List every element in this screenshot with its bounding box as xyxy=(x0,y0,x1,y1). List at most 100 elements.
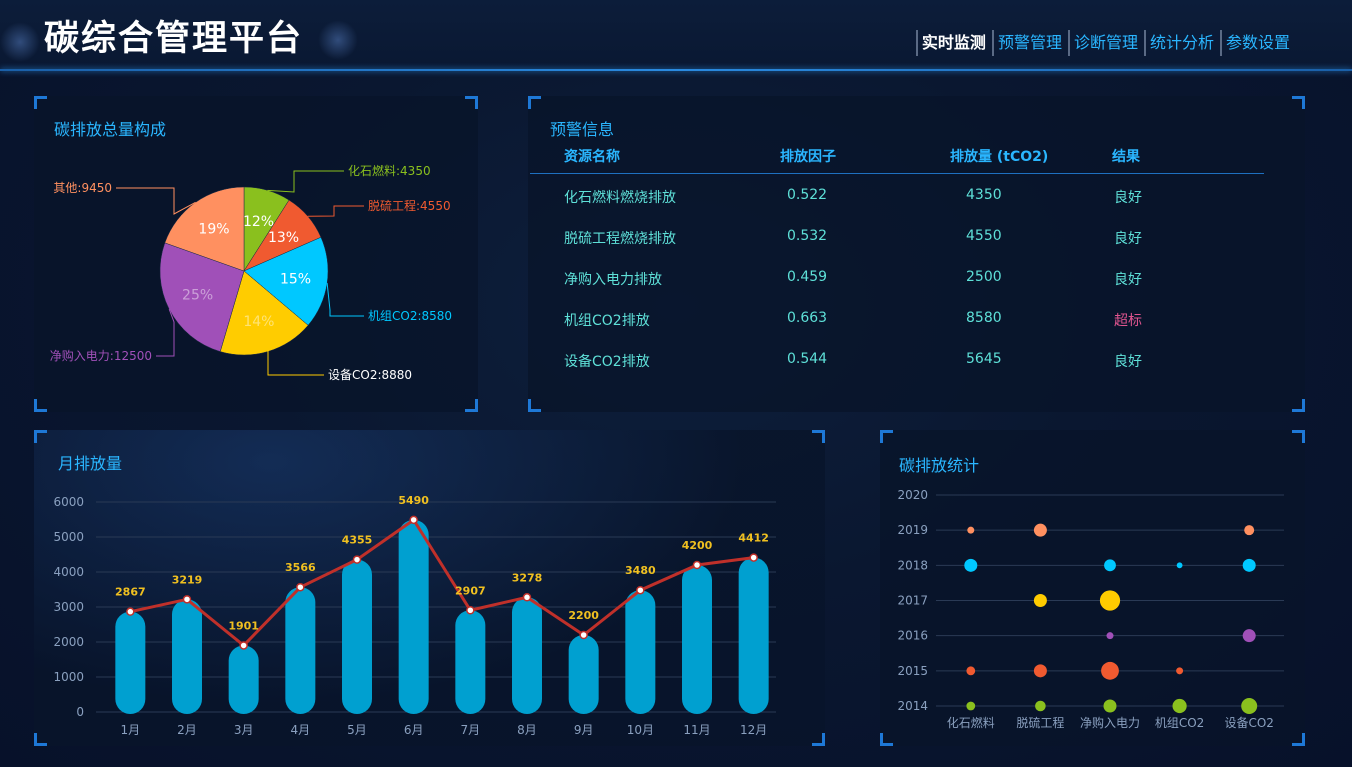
leader-line xyxy=(156,308,175,357)
x-tick-label: 净购入电力 xyxy=(1080,715,1140,730)
y-tick-label: 2015 xyxy=(897,664,928,678)
panel-title: 碳排放统计 xyxy=(899,456,980,475)
nav-item-realtime[interactable]: 实时监测 xyxy=(915,30,990,56)
data-label: 2867 xyxy=(115,586,146,599)
scatter-point xyxy=(1033,523,1047,537)
line-point xyxy=(749,553,758,562)
pie-slice xyxy=(159,242,245,352)
cell-result: 良好 xyxy=(1114,231,1142,247)
nav-item-statistics[interactable]: 统计分析 xyxy=(1143,30,1218,56)
scatter-point xyxy=(1099,590,1121,611)
data-label: 2907 xyxy=(455,584,486,597)
data-label: 3480 xyxy=(625,564,656,577)
line-point xyxy=(182,595,192,604)
x-tick-label: 8月 xyxy=(517,723,537,737)
cell-amount: 5645 xyxy=(966,351,1002,367)
corner-decoration xyxy=(1292,96,1305,109)
panel-title: 月排放量 xyxy=(58,454,123,473)
x-tick-label: 11月 xyxy=(683,723,710,737)
bar xyxy=(738,557,769,714)
leader-line xyxy=(267,170,344,193)
series-line xyxy=(130,517,754,648)
bar xyxy=(342,559,372,714)
slice-percent-label: 14% xyxy=(243,314,274,330)
cell-resource-name: 机组CO2排放 xyxy=(564,313,650,329)
line-point xyxy=(692,560,702,570)
scatter-point xyxy=(966,701,976,711)
scatter-chart: 2014 2015 2016 2017 2018 2019 2020 化石燃料 脱硫工程 净购入电… xyxy=(897,488,1284,730)
scatter-point xyxy=(1101,661,1119,680)
data-label: 3278 xyxy=(512,571,543,584)
nav-item-diagnosis[interactable]: 诊断管理 xyxy=(1067,30,1142,56)
line-point xyxy=(466,606,475,615)
cell-amount: 4350 xyxy=(966,187,1002,203)
scatter-point xyxy=(964,558,978,572)
corner-decoration xyxy=(812,733,825,746)
header-divider xyxy=(530,173,1264,174)
scatter-point xyxy=(1241,698,1258,714)
page-title: 碳综合管理平台 xyxy=(44,19,304,59)
leader-line xyxy=(116,187,196,215)
data-label: 4412 xyxy=(738,532,769,545)
bar xyxy=(568,635,599,714)
line-point xyxy=(296,582,305,592)
scatter-point xyxy=(1176,667,1184,675)
scatter-point xyxy=(1244,525,1255,536)
slice-label: 化石燃料:4350 xyxy=(348,163,431,178)
x-tick-label: 脱硫工程 xyxy=(1016,715,1064,730)
nav-item-warning[interactable]: 预警管理 xyxy=(991,30,1066,56)
cell-amount: 2500 xyxy=(966,269,1002,285)
corner-decoration xyxy=(34,96,47,109)
corner-decoration xyxy=(465,399,478,412)
corner-decoration xyxy=(1292,399,1305,412)
y-tick-label: 2016 xyxy=(897,629,928,643)
corner-decoration xyxy=(528,399,541,412)
data-label: 3566 xyxy=(285,561,316,574)
data-label: 4200 xyxy=(682,539,713,552)
corner-decoration xyxy=(528,96,541,109)
panel-title: 预警信息 xyxy=(550,120,615,139)
corner-decoration xyxy=(34,733,47,746)
slice-label: 设备CO2:8880 xyxy=(328,368,412,382)
scatter-point xyxy=(1104,559,1116,572)
corner-decoration xyxy=(880,430,893,443)
cell-factor: 0.459 xyxy=(787,269,828,285)
x-tick-label: 3月 xyxy=(234,723,254,737)
corner-decoration xyxy=(465,96,478,109)
line-point xyxy=(409,515,418,525)
slice-label: 其他:9450 xyxy=(53,181,112,195)
cell-factor: 0.544 xyxy=(787,351,828,367)
slice-percent-label: 19% xyxy=(198,221,229,237)
cell-result: 超标 xyxy=(1114,313,1142,329)
x-tick-label: 7月 xyxy=(461,723,481,737)
sparkle-icon xyxy=(318,20,358,60)
monthly-panel: 月排放量 0 1000 2000 3000 4000 5000 6000 1月 2月 3月 4月 5月… xyxy=(34,430,825,746)
cell-amount: 4550 xyxy=(966,228,1002,244)
top-nav: 实时监测 预警管理 诊断管理 统计分析 参数设置 xyxy=(914,30,1294,56)
pie-slice xyxy=(243,236,329,326)
line-point xyxy=(239,641,248,650)
bar xyxy=(228,645,259,714)
sparkle-icon xyxy=(0,22,40,62)
pie-panel: 碳排放总量构成 12% 化石燃料:4350 13% 脱硫工程:4550 15% 机组CO2… xyxy=(34,96,478,412)
leader-line xyxy=(267,347,324,376)
warning-table: 资源名称 排放因子 排放量 (tCO2) 结果 化石燃料燃烧排放 0.522 435… xyxy=(530,96,1300,412)
scatter-point xyxy=(1172,698,1187,714)
x-tick-label: 4月 xyxy=(291,723,311,737)
column-header: 排放量 (tCO2) xyxy=(950,149,1049,165)
bar xyxy=(625,590,656,714)
bar xyxy=(512,597,542,714)
cell-resource-name: 化石燃料燃烧排放 xyxy=(564,190,676,206)
cell-result: 良好 xyxy=(1114,190,1142,206)
header-bar: 碳综合管理平台 实时监测 预警管理 诊断管理 统计分析 参数设置 xyxy=(0,0,1352,70)
corner-decoration xyxy=(34,399,47,412)
cell-resource-name: 净购入电力排放 xyxy=(564,272,662,288)
panel-title: 碳排放总量构成 xyxy=(54,120,167,139)
scatter-point xyxy=(1035,700,1046,712)
x-tick-label: 10月 xyxy=(627,723,654,737)
y-tick-label: 2018 xyxy=(897,558,928,572)
nav-item-settings[interactable]: 参数设置 xyxy=(1219,30,1294,56)
line-point xyxy=(522,593,532,602)
scatter-point xyxy=(1242,558,1256,572)
data-label: 2200 xyxy=(568,609,599,622)
